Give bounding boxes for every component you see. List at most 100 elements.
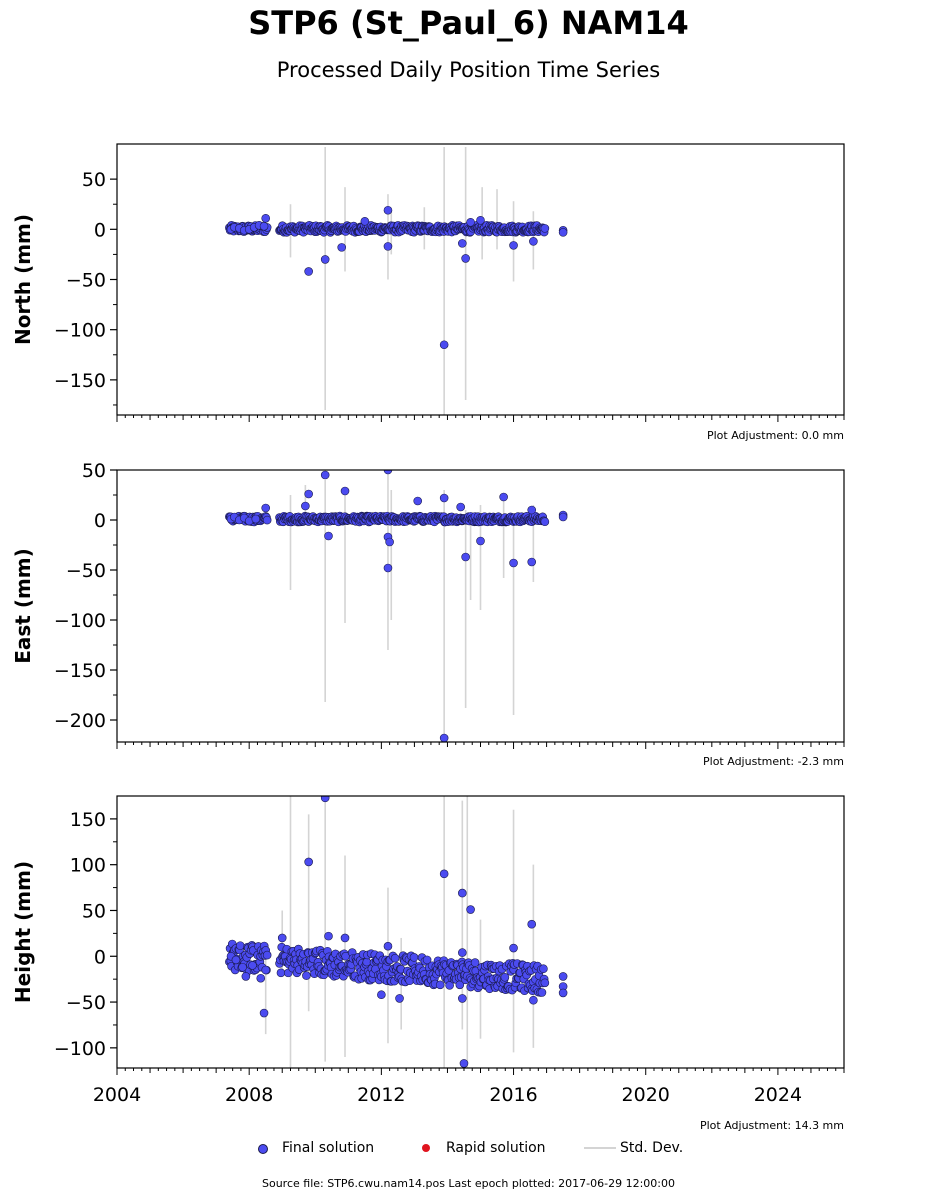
data-point [476, 215, 485, 225]
legend-label-final: Final solution [282, 1140, 375, 1156]
data-point [238, 962, 247, 972]
x-tick-label: 2012 [357, 1084, 405, 1106]
data-point [340, 933, 350, 943]
y-tick-label: 100 [70, 855, 106, 877]
y-tick-label: −150 [54, 370, 106, 392]
data-point [383, 205, 393, 215]
y-axis-label: North (mm) [11, 214, 35, 345]
stddev-line-icon [580, 1138, 620, 1158]
y-axis-label: Height (mm) [11, 861, 35, 1003]
y-tick-label: 0 [94, 946, 106, 968]
data-point [540, 978, 550, 988]
data-point [304, 267, 313, 276]
plot-area [225, 470, 568, 742]
data-point [383, 563, 393, 573]
source-footnote: Source file: STP6.cwu.nam14.pos Last epo… [261, 1177, 675, 1190]
data-point [413, 496, 423, 506]
data-point [458, 239, 467, 248]
y-tick-label: 0 [94, 510, 106, 532]
data-point [558, 988, 568, 998]
data-point [527, 919, 537, 929]
data-point [259, 222, 269, 231]
data-point [302, 971, 311, 980]
data-point [360, 216, 370, 226]
data-point [383, 242, 393, 251]
data-point [235, 941, 245, 950]
legend-label-stddev: Std. Dev. [620, 1140, 684, 1156]
legend-item-stddev: Std. Dev. [580, 1138, 683, 1158]
data-point [259, 1008, 269, 1018]
y-tick-label: −200 [54, 710, 106, 732]
y-tick-label: 50 [82, 900, 106, 922]
data-point [261, 503, 271, 513]
data-point [262, 515, 272, 525]
data-point [251, 514, 261, 524]
data-point [459, 1059, 469, 1068]
data-point [527, 505, 537, 515]
y-tick-label: −50 [66, 560, 106, 582]
data-point [509, 241, 518, 250]
chart-title: STP6 (St_Paul_6) NAM14 [248, 4, 689, 42]
data-point [320, 796, 330, 803]
chart-subtitle: Processed Daily Position Time Series [276, 58, 661, 82]
data-point [509, 558, 518, 568]
data-point [458, 994, 467, 1003]
chart-panel-3: 2004 2008 2012 2016 2020 2024 150 100 50 0 −50 −100… [11, 795, 845, 1132]
chart-panel-2: 50 0 −50 −100 −150 −200 East (mm) Plot Adjustme… [11, 460, 845, 768]
x-tick-label: 2020 [622, 1084, 670, 1106]
legend: Final solution Rapid solution Std. Dev. [0, 1138, 937, 1158]
data-point [558, 972, 568, 981]
data-point [231, 955, 241, 965]
data-point [558, 512, 568, 522]
final-marker-icon [242, 1138, 282, 1158]
data-point [435, 980, 445, 990]
data-point [261, 213, 271, 223]
data-point [539, 964, 548, 974]
y-tick-label: 0 [94, 219, 106, 241]
legend-item-final: Final solution [242, 1138, 374, 1158]
data-point [540, 517, 550, 527]
x-tick-label: 2008 [225, 1084, 273, 1106]
data-point [439, 733, 449, 742]
plot-area [225, 796, 568, 1068]
data-point [529, 995, 538, 1005]
x-tick-label: 2016 [489, 1084, 537, 1106]
data-point [476, 536, 485, 546]
data-point [304, 489, 313, 499]
data-point [320, 255, 330, 264]
data-point [362, 957, 372, 967]
data-point [458, 888, 467, 898]
data-point [301, 501, 310, 511]
data-point [439, 340, 449, 350]
data-point [461, 552, 470, 562]
data-point [537, 988, 547, 997]
y-tick-label: −100 [54, 610, 106, 632]
data-point [409, 953, 419, 962]
plot-frame [116, 143, 845, 416]
data-point [390, 953, 400, 963]
data-point [527, 557, 537, 567]
data-point [509, 943, 518, 953]
x-tick-label: 2024 [754, 1084, 802, 1106]
data-point [499, 492, 508, 502]
rapid-marker-icon [406, 1138, 446, 1158]
y-tick-label: −50 [66, 270, 106, 292]
data-point [558, 228, 568, 237]
plot-adjustment-label: Plot Adjustment: -2.3 mm [703, 755, 844, 768]
x-tick-label: 2004 [93, 1084, 141, 1106]
y-tick-label: −50 [66, 992, 106, 1014]
data-point [385, 537, 394, 547]
data-point [337, 243, 347, 252]
data-point [422, 955, 432, 965]
data-point [383, 470, 393, 475]
y-tick-label: −100 [54, 320, 106, 342]
data-point [466, 217, 475, 227]
data-point [256, 973, 266, 983]
plot-area [225, 147, 568, 415]
data-point [529, 237, 538, 246]
plot-adjustment-label: Plot Adjustment: 14.3 mm [700, 1119, 844, 1132]
y-tick-label: 50 [82, 169, 106, 191]
y-tick-label: 150 [70, 809, 106, 831]
data-point [456, 502, 465, 512]
data-point [458, 948, 467, 957]
